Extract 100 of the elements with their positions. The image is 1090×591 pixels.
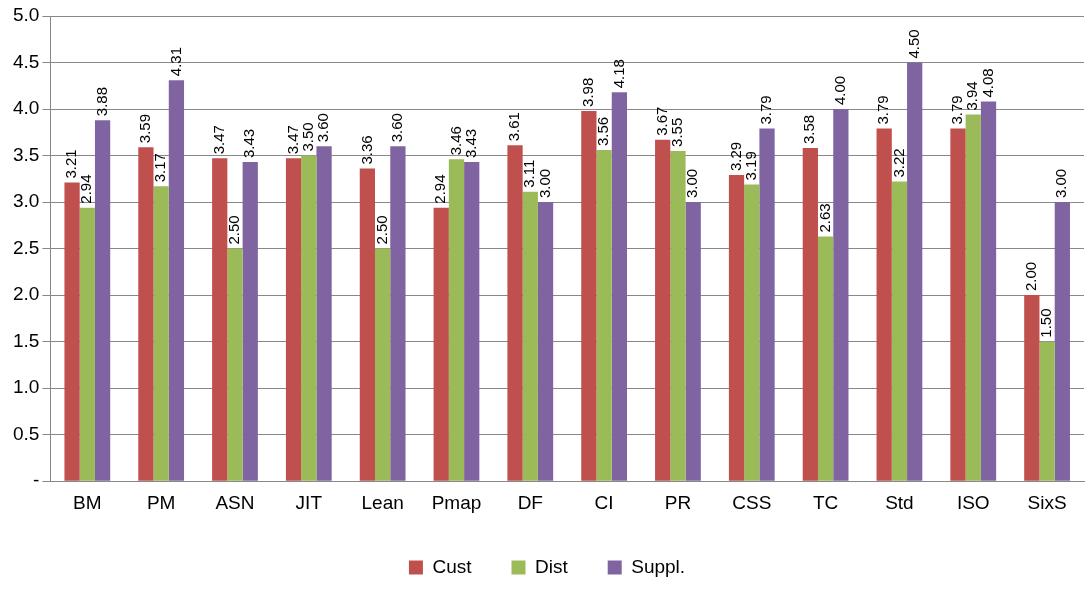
data-label: 4.31 (166, 46, 184, 77)
bar (1024, 295, 1040, 481)
data-label: 2.00 (1021, 261, 1039, 292)
data-label: 3.50 (298, 122, 316, 152)
data-label: 3.43 (461, 128, 479, 159)
bar (965, 114, 981, 481)
bar (285, 158, 302, 481)
data-label: 4.18 (609, 59, 627, 89)
y-tick-label: - (33, 469, 40, 491)
data-label: 3.11 (520, 159, 538, 188)
y-tick-label: 1.5 (12, 329, 40, 351)
data-label: 3.61 (505, 112, 523, 142)
bar (611, 92, 628, 481)
bar (950, 128, 966, 481)
y-tick-label: 0.5 (12, 422, 40, 444)
bar (876, 128, 892, 481)
y-tick-label: 2.0 (12, 283, 40, 305)
bar (168, 80, 185, 481)
x-tick-label: ISO (956, 491, 990, 513)
y-tick-label: 4.5 (12, 50, 40, 72)
data-label: 3.67 (652, 106, 670, 136)
x-tick-label: SixS (1027, 491, 1067, 513)
y-tick-label: 5.0 (12, 4, 40, 26)
bar (670, 150, 686, 481)
data-label: 3.94 (963, 81, 981, 111)
data-label: 3.17 (151, 153, 169, 183)
data-label: 3.79 (757, 95, 775, 125)
bar (581, 110, 597, 481)
data-label: 3.00 (1052, 168, 1070, 199)
data-label: 4.50 (904, 29, 922, 59)
y-tick-label: 3.0 (12, 190, 40, 212)
data-label: 3.43 (240, 128, 258, 159)
bar (802, 148, 818, 481)
y-tick-label: 4.0 (12, 97, 40, 119)
data-label: 2.94 (77, 174, 95, 204)
y-tick-label: 1.0 (12, 376, 40, 398)
data-label: 1.50 (1037, 308, 1055, 338)
data-label: 3.60 (314, 113, 332, 143)
y-tick-label: 2.5 (12, 236, 40, 258)
x-tick-label: TC (812, 491, 839, 513)
data-label: 3.22 (889, 148, 907, 178)
data-label: 4.00 (831, 75, 848, 106)
data-label: 2.50 (225, 215, 243, 245)
data-label: 3.36 (357, 135, 375, 165)
bar (359, 168, 376, 481)
bar (464, 162, 480, 481)
data-label: 3.60 (388, 113, 406, 143)
bar (980, 101, 997, 481)
data-label: 2.94 (431, 174, 449, 204)
x-tick-label: BM (73, 491, 102, 513)
bar (817, 236, 834, 481)
bar (685, 202, 701, 481)
bar (833, 109, 849, 481)
data-label: 3.88 (92, 87, 110, 117)
x-tick-label: Std (885, 491, 914, 513)
data-label: 3.00 (535, 168, 553, 199)
bar (448, 159, 465, 481)
data-label: 4.08 (978, 68, 996, 98)
bar (1039, 341, 1055, 481)
bar (507, 145, 523, 481)
x-tick-label: JIT (295, 491, 323, 513)
bar (79, 207, 95, 481)
legend-label: Dist (534, 555, 569, 577)
bar (433, 207, 449, 481)
bar (1054, 202, 1070, 481)
x-tick-label: Pmap (431, 491, 482, 513)
bar (94, 120, 111, 481)
data-label: 3.55 (668, 117, 686, 147)
data-label: 3.98 (579, 77, 596, 107)
x-tick-label: ASN (215, 491, 255, 513)
data-label: 3.59 (136, 113, 154, 144)
bar (728, 175, 745, 481)
legend-label: Cust (432, 555, 473, 577)
data-label: 3.00 (683, 168, 701, 199)
x-tick-label: DF (517, 491, 543, 513)
bar (212, 158, 228, 481)
bar (744, 184, 760, 481)
x-tick-label: Lean (361, 491, 404, 513)
data-label: 3.79 (948, 95, 966, 125)
data-label: 3.21 (62, 149, 80, 179)
bar (153, 186, 169, 481)
data-label: 3.79 (874, 95, 892, 125)
bar (759, 128, 775, 481)
data-label: 3.58 (800, 114, 818, 145)
legend-label: Suppl. (631, 555, 686, 577)
bar (375, 248, 391, 481)
x-tick-label: PR (664, 491, 692, 513)
data-label: 3.46 (446, 126, 464, 156)
data-label: 2.50 (372, 215, 390, 245)
data-label: 3.29 (726, 141, 744, 172)
bar (891, 181, 908, 481)
bar (522, 191, 538, 481)
data-label: 3.47 (209, 125, 227, 155)
bar (64, 182, 80, 481)
x-tick-label: CI (594, 491, 614, 513)
bar (907, 62, 923, 481)
bar (655, 139, 671, 481)
bar (596, 149, 612, 481)
data-label: 3.47 (283, 125, 301, 155)
bar (242, 162, 258, 481)
